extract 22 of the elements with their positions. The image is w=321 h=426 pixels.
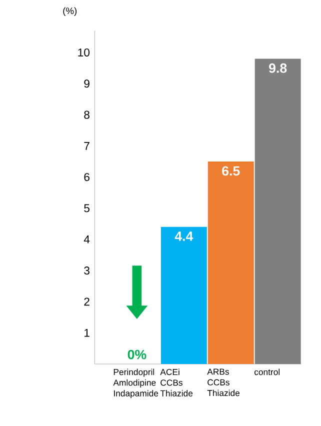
y-tick-label: 8 xyxy=(84,110,90,119)
y-tick-label: 1 xyxy=(84,328,90,337)
y-tick-label: 7 xyxy=(84,142,90,150)
y-tick-label: 2 xyxy=(84,298,90,306)
y-tick-label: 3 xyxy=(84,266,90,275)
y-tick-label: 4 xyxy=(84,235,90,244)
data-label: 9.8 xyxy=(269,63,287,73)
bar xyxy=(160,226,207,364)
x-tick-label: Perindopril Amlodipine Indapamide xyxy=(113,368,158,398)
y-tick-label: 6 xyxy=(84,173,90,182)
y-tick-label: 9 xyxy=(84,80,90,88)
x-tick-label: ARBs CCBs Thiazide xyxy=(207,368,240,396)
y-tick-label: 5 xyxy=(84,204,90,212)
bar xyxy=(254,58,301,364)
x-tick-label: ACEi CCBs Thiazide xyxy=(160,368,193,396)
data-label: 6.5 xyxy=(222,166,240,176)
data-label: 4.4 xyxy=(174,232,194,241)
bar xyxy=(208,162,254,364)
y-axis-title: (%) xyxy=(63,7,77,16)
y-tick-label: 10 xyxy=(78,48,90,56)
data-label: 0% xyxy=(128,350,146,360)
x-tick-label: control xyxy=(254,368,280,376)
